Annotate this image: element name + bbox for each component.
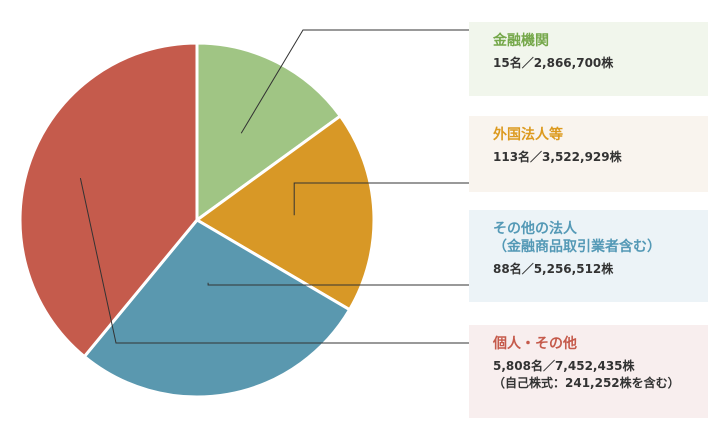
legend-financial-institutions: 金融機関 15名／2,866,700株 bbox=[469, 22, 708, 96]
legend-detail: 113名／3,522,929株 bbox=[493, 150, 622, 164]
legend-detail-line-2: （自己株式：241,252株を含む） bbox=[493, 376, 680, 390]
legend-title: 外国法人等 bbox=[493, 127, 563, 143]
legend-title: 個人・その他 bbox=[493, 336, 577, 352]
pie-slice-financial-institutions bbox=[195, 41, 342, 222]
legend-detail: 15名／2,866,700株 bbox=[493, 56, 614, 70]
legend-title: その他の法人 bbox=[493, 221, 577, 237]
legend-detail: 88名／5,256,512株 bbox=[493, 262, 614, 276]
legend-detail: 5,808名／7,452,435株 bbox=[493, 359, 635, 373]
legend-individuals-other: 個人・その他 5,808名／7,452,435株 （自己株式：241,252株を… bbox=[469, 325, 708, 418]
legend-foreign-corporations: 外国法人等 113名／3,522,929株 bbox=[469, 116, 708, 192]
legend-title-line-2: （金融商品取引業者含む） bbox=[493, 239, 661, 255]
legend-title: 金融機関 bbox=[493, 33, 549, 49]
legend-other-corporations: その他の法人 （金融商品取引業者含む） 88名／5,256,512株 bbox=[469, 210, 708, 302]
leader-line-other-corporations bbox=[207, 282, 469, 286]
pie-slice-foreign-corporations bbox=[195, 114, 376, 312]
leader-line-financial-institutions bbox=[240, 29, 469, 134]
pie-slice-individuals-other bbox=[18, 41, 199, 359]
leader-line-individuals-other bbox=[79, 177, 469, 344]
leader-line-foreign-corporations bbox=[293, 182, 469, 216]
pie-slice-other-corporations bbox=[82, 218, 352, 399]
